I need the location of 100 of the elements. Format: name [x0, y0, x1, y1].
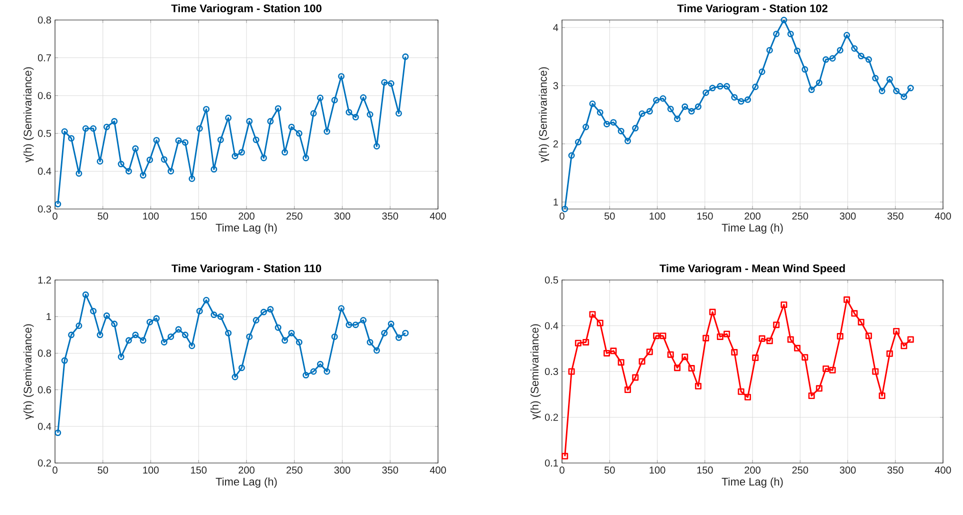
point: [674, 364, 681, 372]
point: [388, 320, 394, 328]
point: [182, 332, 188, 338]
point: [724, 83, 730, 90]
point: [225, 114, 232, 122]
point: [596, 320, 604, 326]
point: [310, 368, 317, 375]
point: [90, 308, 97, 314]
y-tick-label: 0.8: [38, 16, 52, 24]
point: [111, 118, 118, 125]
point: [900, 342, 908, 350]
y-tick-label: 0.2: [38, 459, 51, 467]
point: [302, 372, 310, 378]
point: [296, 338, 302, 346]
point: [865, 332, 872, 340]
chart-title: Time Variogram - Station 100: [171, 4, 322, 14]
point: [395, 334, 402, 341]
point: [731, 349, 738, 356]
point: [217, 136, 224, 144]
x-tick-label: 50: [98, 212, 108, 220]
point: [288, 124, 295, 130]
point: [766, 46, 773, 54]
point: [338, 305, 345, 312]
y-tick-label: 1: [554, 198, 558, 206]
point: [836, 333, 844, 340]
x-tick-label: 150: [191, 212, 207, 220]
y-tick-label: 0.3: [38, 205, 52, 213]
point: [822, 366, 830, 372]
y-axis-title: γ(h) (Semivariance): [23, 324, 34, 420]
y-axis-title: γ(h) (Semivariance): [538, 67, 550, 162]
point: [246, 118, 253, 125]
point: [638, 358, 646, 365]
point: [346, 322, 352, 328]
x-tick-label: 300: [334, 212, 350, 220]
x-tick-label: 50: [604, 466, 615, 474]
point: [808, 392, 815, 399]
x-tick-label: 0: [560, 466, 564, 474]
x-tick-label: 50: [98, 466, 108, 474]
point: [96, 158, 104, 165]
point: [632, 124, 639, 132]
point: [282, 149, 288, 156]
point: [872, 368, 879, 375]
chart-title: Time Variogram - Station 102: [677, 4, 828, 14]
point: [366, 338, 374, 346]
y-tick-label: 0.4: [544, 322, 558, 330]
point: [132, 332, 139, 338]
x-tick-label: 350: [382, 212, 398, 220]
point: [829, 55, 836, 62]
point: [844, 32, 850, 38]
point: [232, 152, 238, 160]
x-tick-label: 100: [143, 466, 159, 474]
x-tick-label: 100: [650, 212, 666, 220]
point: [816, 385, 822, 392]
y-tick-label: 0.6: [38, 92, 52, 100]
point: [702, 334, 710, 342]
point: [780, 16, 788, 24]
x-tick-label: 150: [191, 466, 207, 474]
x-tick-label: 200: [744, 212, 760, 220]
x-tick-label: 0: [560, 212, 564, 220]
point: [310, 110, 317, 117]
point: [296, 130, 302, 137]
point: [61, 357, 68, 364]
x-tick-label: 300: [840, 466, 856, 474]
point: [217, 313, 224, 320]
y-axis-title: γ(h) (Semivariance): [23, 67, 34, 162]
point: [238, 149, 245, 156]
chart-title: Time Variogram - Station 110: [172, 264, 322, 274]
point: [716, 333, 724, 340]
point: [893, 88, 900, 94]
point: [373, 347, 380, 354]
point: [604, 120, 610, 128]
point: [682, 103, 688, 110]
point: [395, 110, 402, 117]
point: [316, 360, 324, 368]
x-tick-label: 350: [887, 212, 904, 220]
y-tick-label: 1.2: [38, 276, 51, 284]
point: [125, 168, 132, 174]
point: [758, 68, 766, 76]
point: [132, 145, 139, 152]
point: [844, 296, 850, 303]
point: [802, 354, 808, 361]
x-tick-label: 250: [792, 466, 808, 474]
point: [851, 310, 858, 317]
point: [794, 344, 801, 352]
point: [381, 330, 388, 336]
point: [893, 328, 900, 334]
point: [688, 108, 695, 115]
x-tick-label: 0: [52, 466, 58, 474]
y-tick-label: 3: [553, 82, 558, 90]
point: [562, 452, 568, 460]
point: [373, 143, 380, 150]
y-axis-title: γ(h) (Semivariance): [530, 324, 541, 420]
point: [780, 301, 788, 308]
point: [346, 108, 352, 116]
x-axis-title: Time Lag (h): [722, 477, 783, 488]
point: [787, 30, 794, 38]
y-tick-label: 0.3: [544, 368, 558, 376]
point: [604, 350, 610, 356]
y-tick-label: 0.5: [544, 276, 558, 284]
point: [267, 118, 274, 125]
